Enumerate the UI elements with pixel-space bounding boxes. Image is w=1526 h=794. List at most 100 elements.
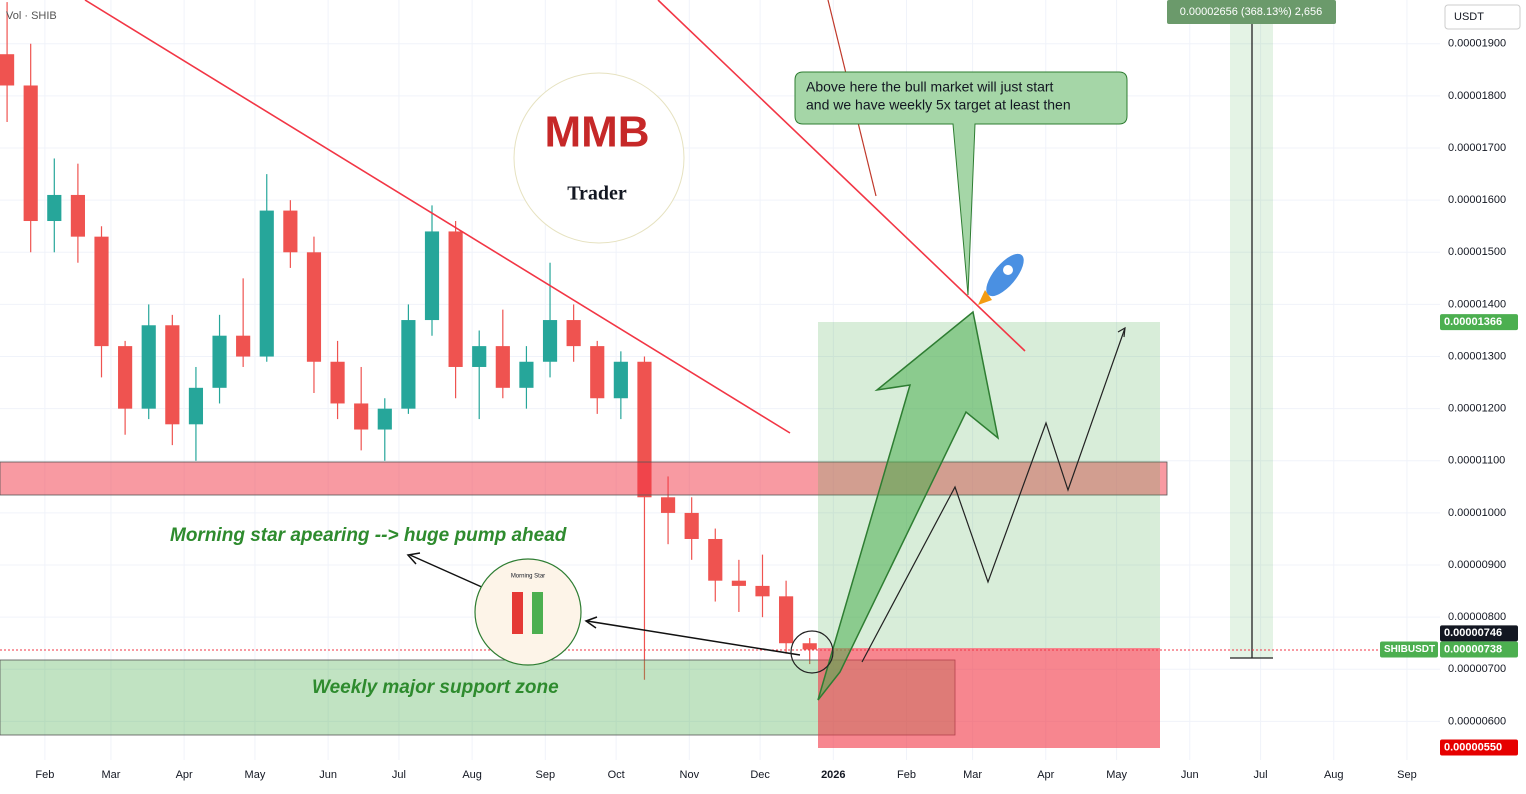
projection-path <box>861 327 1126 663</box>
x-tick-label: Apr <box>176 769 193 781</box>
currency-box <box>1444 4 1521 30</box>
x-tick-label: Oct <box>608 769 625 781</box>
price-tag-label: 0.00000738 <box>1444 643 1502 655</box>
candle-body <box>708 538 723 581</box>
candle-body <box>779 596 794 644</box>
icon-label: Morning Star <box>511 574 545 580</box>
x-tick-label: Feb <box>897 769 916 781</box>
trendline <box>84 0 791 434</box>
price-tag <box>1440 739 1518 756</box>
price-tag <box>1440 625 1518 642</box>
x-tick-label: May <box>1106 769 1127 781</box>
y-tick-label: 0.00000600 <box>1448 715 1506 727</box>
symbol-label: SHIBUSDT <box>1384 644 1435 655</box>
pointer <box>409 554 494 593</box>
axes: 0.00000600 0.00000700 0.00000800 0.00000900… <box>35 38 1518 781</box>
x-tick-label: Aug <box>1324 769 1344 781</box>
candle-body <box>141 325 156 409</box>
candle-body <box>424 231 440 321</box>
x-tick-label: Sep <box>536 769 556 781</box>
support-zone <box>0 659 956 736</box>
candle-body <box>70 194 85 237</box>
big-arrow <box>817 310 1000 701</box>
candle-body <box>118 346 133 409</box>
candle-body <box>542 320 558 362</box>
note: Weekly major support zone <box>312 677 559 698</box>
resistance-zone <box>0 461 1168 496</box>
candle-body <box>472 346 487 367</box>
measure-tag <box>1167 0 1336 24</box>
x-tick-label: Aug <box>462 769 482 781</box>
price-tag <box>1440 641 1518 658</box>
y-tick-label: 0.00001500 <box>1448 246 1506 258</box>
y-tick-label: 0.00001700 <box>1448 142 1506 154</box>
x-tick-label: Jul <box>1254 769 1268 781</box>
x-tick-label: Mar <box>101 769 120 781</box>
candle-body <box>212 335 227 388</box>
icon-candle <box>512 592 523 634</box>
candle-body <box>590 346 605 399</box>
candle-body <box>236 335 251 357</box>
x-tick-label: May <box>245 769 266 781</box>
y-tick-label: 0.00000900 <box>1448 559 1506 571</box>
volume-label: Vol · SHIB <box>6 10 57 22</box>
y-tick-label: 0.00000800 <box>1448 611 1506 623</box>
candle-body <box>495 346 510 388</box>
symbol-tag <box>1380 641 1438 658</box>
x-tick-label: Feb <box>35 769 54 781</box>
candle-body <box>259 210 274 357</box>
price-tag <box>1440 314 1518 331</box>
candle-body <box>165 325 180 425</box>
candle-body <box>354 403 369 430</box>
rocket <box>978 253 1024 305</box>
candle-body <box>401 320 416 409</box>
price-tag-label: 0.00000746 <box>1444 627 1502 639</box>
candle-body <box>519 361 534 388</box>
price-tag-label: 0.00001366 <box>1444 316 1502 328</box>
candle-body <box>306 252 322 362</box>
callout-text: Above here the bull market will just sta… <box>806 79 1054 95</box>
candle-body <box>283 210 298 253</box>
x-tick-label: 2026 <box>821 769 845 781</box>
y-tick-label: 0.00000700 <box>1448 663 1506 675</box>
callout-text: and we have weekly 5x target at least th… <box>806 97 1071 113</box>
candle-body <box>684 512 699 539</box>
y-tick-label: 0.00001200 <box>1448 403 1506 415</box>
candle-body <box>47 194 62 222</box>
logo-letters: MMB <box>544 108 649 157</box>
arrow-head <box>406 552 421 565</box>
x-tick-label: Dec <box>750 769 770 781</box>
candle-body <box>377 408 392 430</box>
arrow-head <box>1117 326 1126 338</box>
y-tick-label: 0.00001300 <box>1448 350 1506 362</box>
note: Morning star apearing --> huge pump ahea… <box>170 525 567 546</box>
arrow-head <box>584 616 598 629</box>
icon-candle <box>532 592 543 634</box>
x-tick-label: Sep <box>1397 769 1417 781</box>
time-axis <box>0 760 1440 789</box>
candle-body <box>188 387 204 425</box>
candle-body <box>660 497 676 513</box>
candle-body <box>566 320 581 347</box>
y-tick-label: 0.00001900 <box>1448 38 1506 50</box>
callout <box>794 71 1128 296</box>
candle-body <box>23 85 38 222</box>
candle-body <box>94 236 109 347</box>
candle-body <box>755 585 770 597</box>
logo-word: Trader <box>567 183 627 205</box>
x-tick-label: Jul <box>392 769 406 781</box>
y-tick-label: 0.00001600 <box>1448 194 1506 206</box>
candles <box>0 2 817 680</box>
morning-star-icon <box>474 558 582 666</box>
stop-zone <box>818 648 1160 748</box>
candle-body <box>330 361 345 404</box>
highlight-circle <box>790 630 834 674</box>
measure-label: 0.00002656 (368.13%) 2,656 <box>1180 6 1323 18</box>
candle-body <box>0 54 15 86</box>
y-tick-label: 0.00001400 <box>1448 298 1506 310</box>
pointer <box>586 620 801 656</box>
price-axis <box>1440 0 1526 789</box>
candle-body <box>731 580 746 586</box>
x-tick-label: Jun <box>319 769 337 781</box>
